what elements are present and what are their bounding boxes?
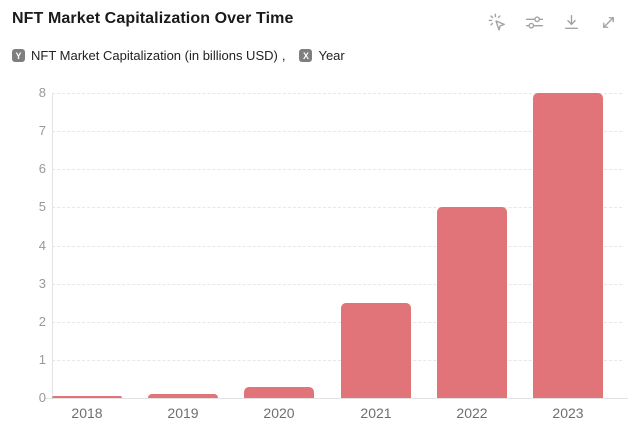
- y-tick-label-8: 8: [38, 85, 46, 100]
- y-axis-badge: Y: [12, 49, 25, 62]
- gridline-3: [52, 283, 622, 285]
- interact-mode-icon[interactable]: [485, 10, 509, 34]
- bar-2020[interactable]: [244, 387, 314, 398]
- y-tick-label-7: 7: [38, 123, 46, 139]
- x-tick-label-2022: 2022: [456, 405, 488, 421]
- y-tick-label-1: 1: [38, 351, 46, 367]
- gridline-1: [52, 359, 622, 361]
- bar-2018[interactable]: [52, 396, 122, 398]
- x-tick-label-2023: 2023: [552, 405, 584, 421]
- x-tick-label-2019: 2019: [167, 405, 199, 421]
- y-tick-label-3: 3: [38, 275, 46, 291]
- gridline-5: [52, 207, 622, 209]
- bar-2021[interactable]: [341, 303, 411, 398]
- x-axis-label: Year: [318, 48, 345, 63]
- y-tick-label-0: 0: [38, 390, 46, 405]
- x-tick-label-2018: 2018: [71, 405, 103, 421]
- gridline-6: [52, 169, 622, 171]
- gridline-2: [52, 321, 622, 323]
- bar-2022[interactable]: [437, 207, 507, 398]
- legend-separator: ,: [281, 48, 286, 63]
- bar-2019[interactable]: [148, 394, 218, 398]
- y-tick-label-5: 5: [38, 199, 46, 215]
- y-tick-label-4: 4: [38, 237, 46, 253]
- x-tick-label-2021: 2021: [360, 405, 392, 421]
- y-tick-label-6: 6: [38, 161, 46, 177]
- y-tick-label-2: 2: [38, 313, 46, 329]
- x-axis-baseline: [45, 398, 628, 399]
- gridline-4: [52, 245, 622, 247]
- gridline-8: [52, 93, 622, 94]
- gridline-7: [52, 131, 622, 133]
- download-icon[interactable]: [559, 10, 583, 34]
- axis-legend: Y NFT Market Capitalization (in billions…: [12, 48, 345, 63]
- sliders-icon[interactable]: [522, 10, 546, 34]
- x-tick-label-2020: 2020: [263, 405, 295, 421]
- x-axis-badge: X: [299, 49, 313, 62]
- chart-title: NFT Market Capitalization Over Time: [12, 10, 294, 27]
- chart-toolbar: [485, 10, 620, 34]
- expand-icon[interactable]: [596, 10, 620, 34]
- y-axis-label: NFT Market Capitalization (in billions U…: [31, 48, 278, 63]
- bar-2023[interactable]: [533, 93, 603, 398]
